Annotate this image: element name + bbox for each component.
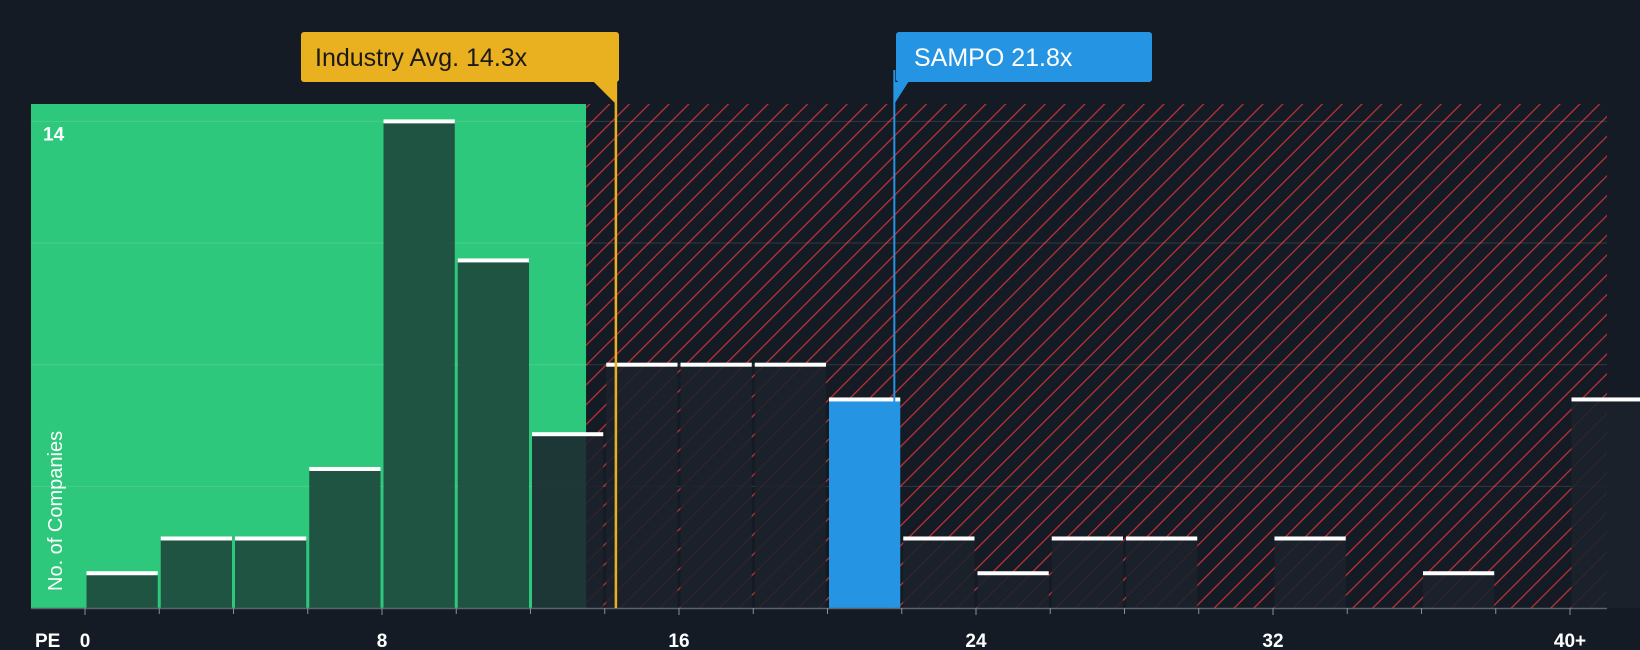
bar-cap-pe-6 — [309, 466, 381, 471]
x-tick-label: 8 — [377, 631, 388, 650]
company-pe-callout-pointer — [894, 82, 909, 104]
bar-cap-pe-24 — [977, 571, 1049, 576]
bar-pe-16 — [680, 364, 752, 608]
bar-pe-32 — [1274, 538, 1346, 608]
bar-cap-pe-14 — [606, 362, 678, 367]
bar-pe-28 — [1126, 538, 1198, 608]
bar-pe-26 — [1051, 538, 1123, 608]
bar-cap-pe-20 — [829, 397, 901, 402]
bar-pe-2 — [160, 538, 232, 608]
bar-cap-pe-16 — [680, 362, 752, 367]
company-pe-label: SAMPO 21.8x — [914, 44, 1073, 72]
bar-cap-pe-40 — [1571, 397, 1640, 402]
bar-cap-pe-32 — [1274, 536, 1346, 541]
bar-cap-pe-12 — [532, 432, 604, 437]
bar-cap-pe-0 — [86, 571, 158, 576]
bar-cap-pe-8 — [383, 119, 455, 124]
bar-cap-pe-18 — [754, 362, 826, 367]
bar-pe-0 — [86, 573, 158, 608]
bar-pe-10 — [457, 260, 529, 608]
y-tick-label: 14 — [43, 124, 65, 145]
bar-cap-pe-26 — [1051, 536, 1123, 541]
bar-cap-pe-4 — [235, 536, 307, 541]
x-tick-label: 0 — [80, 631, 91, 650]
x-axis-title: PE — [35, 631, 60, 650]
x-tick-label: 32 — [1262, 631, 1283, 650]
bar-pe-18 — [754, 364, 826, 608]
bar-cap-pe-22 — [903, 536, 975, 541]
company-pe-callout — [896, 32, 1152, 82]
bar-cap-pe-10 — [457, 258, 529, 263]
bar-pe-24 — [977, 573, 1049, 608]
x-tick-label: 24 — [965, 631, 987, 650]
x-tick-label: 40+ — [1554, 631, 1586, 650]
bar-pe-20 — [829, 399, 901, 608]
bar-pe-12 — [532, 434, 604, 608]
bar-pe-8 — [383, 121, 455, 609]
y-axis-title: No. of Companies — [45, 431, 67, 591]
industry-avg-label: Industry Avg. 14.3x — [315, 44, 528, 72]
bar-pe-22 — [903, 538, 975, 608]
x-tick-label: 16 — [668, 631, 689, 650]
bar-pe-40 — [1571, 399, 1640, 608]
industry-avg-callout — [301, 32, 619, 82]
bar-cap-pe-28 — [1126, 536, 1198, 541]
bar-cap-pe-2 — [160, 536, 232, 541]
bar-pe-36 — [1423, 573, 1495, 608]
industry-avg-callout-pointer — [593, 82, 616, 104]
bar-cap-pe-36 — [1423, 571, 1495, 576]
bar-pe-4 — [235, 538, 307, 608]
bar-pe-14 — [606, 364, 678, 608]
bar-pe-6 — [309, 468, 381, 608]
